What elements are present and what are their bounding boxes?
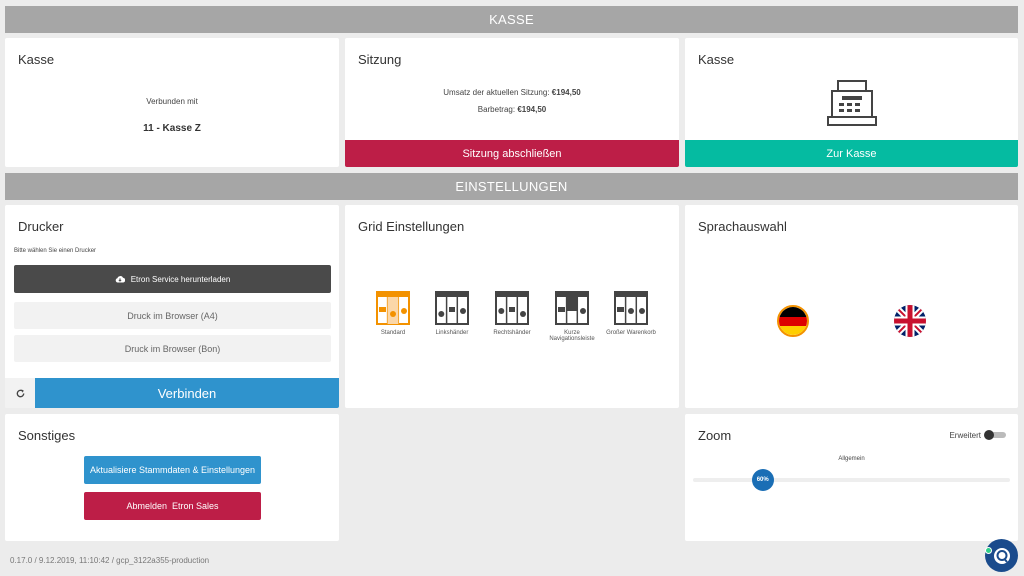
grid-option-right-handed[interactable]: Rechtshänder <box>484 291 540 336</box>
print-browser-a4-button[interactable]: Druck im Browser (A4) <box>14 302 331 329</box>
printer-card: Drucker Bitte wählen Sie einen Drucker E… <box>5 205 339 408</box>
cash-label: Barbetrag: <box>477 105 516 114</box>
uk-flag-icon[interactable] <box>894 305 926 337</box>
grid-right-handed-icon <box>495 291 529 325</box>
connect-button[interactable]: Verbinden <box>35 378 339 408</box>
session-revenue: Umsatz der aktuellen Sitzung: €194,50 <box>345 88 679 97</box>
grid-option-large-cart[interactable]: Großer Warenkorb <box>603 291 659 336</box>
cash-value: €194,50 <box>517 105 547 114</box>
grid-option-label: Kurze Navigationsleiste <box>549 330 595 342</box>
zoom-card: Zoom Erweitert Allgemein 60% <box>685 414 1018 541</box>
card-title: Sprachauswahl <box>698 219 787 234</box>
revenue-label: Umsatz der aktuellen Sitzung: <box>443 88 550 97</box>
grid-option-label: Rechtshänder <box>493 330 531 336</box>
grid-option-left-handed[interactable]: Linkshänder <box>424 291 480 336</box>
toggle-knob <box>984 430 994 440</box>
download-service-button[interactable]: Etron Service herunterladen <box>14 265 331 293</box>
session-cash: Barbetrag: €194,50 <box>345 105 679 114</box>
grid-option-short-nav[interactable]: Kurze Navigationsleiste <box>544 291 600 342</box>
grid-option-label: Großer Warenkorb <box>606 330 656 336</box>
logout-button[interactable]: Abmelden Etron Sales <box>84 492 261 520</box>
section-header-kasse: KASSE <box>5 6 1018 33</box>
section-header-settings: EINSTELLUNGEN <box>5 173 1018 200</box>
card-title: Kasse <box>18 52 55 67</box>
section-title-settings: EINSTELLUNGEN <box>455 179 568 194</box>
card-title: Kasse <box>698 52 735 67</box>
register-name: 11 - Kasse Z <box>143 123 201 134</box>
grid-option-label: Standard <box>380 330 406 336</box>
refresh-button[interactable] <box>5 378 35 408</box>
card-title: Sonstiges <box>18 428 76 443</box>
advanced-toggle-label: Erweitert <box>949 431 981 440</box>
connected-label: Verbunden mit <box>146 97 198 106</box>
german-flag-icon[interactable] <box>777 305 809 337</box>
grid-large-cart-icon <box>614 291 648 325</box>
language-card: Sprachauswahl <box>685 205 1018 408</box>
advanced-toggle[interactable] <box>984 430 1006 440</box>
download-service-label: Etron Service herunterladen <box>130 274 231 284</box>
zoom-slider-label: Allgemein <box>838 456 865 462</box>
version-info: 0.17.0 / 9.12.2019, 11:10:42 / gcp_3122a… <box>10 556 210 565</box>
print-browser-bon-button[interactable]: Druck im Browser (Bon) <box>14 335 331 362</box>
card-title: Drucker <box>18 219 64 234</box>
zoom-slider-track[interactable]: 60% <box>693 469 1010 491</box>
section-title-kasse: KASSE <box>489 12 534 27</box>
printer-hint: Bitte wählen Sie einen Drucker <box>14 248 97 254</box>
update-master-data-button[interactable]: Aktualisiere Stammdaten & Einstellungen <box>84 456 261 484</box>
revenue-value: €194,50 <box>551 88 581 97</box>
support-chat-button[interactable] <box>985 539 1018 572</box>
cash-register-icon <box>827 80 877 126</box>
card-title: Grid Einstellungen <box>358 219 465 234</box>
grid-settings-card: Grid Einstellungen Standard Linkshänder <box>345 205 679 408</box>
grid-short-nav-icon <box>555 291 589 325</box>
go-to-register-button[interactable]: Zur Kasse <box>685 140 1018 167</box>
grid-option-label: Linkshänder <box>435 330 469 336</box>
zoom-slider-handle[interactable]: 60% <box>751 469 774 491</box>
close-session-button[interactable]: Sitzung abschließen <box>345 140 679 167</box>
register-card: Kasse Zur Kasse <box>685 38 1018 167</box>
grid-option-standard[interactable]: Standard <box>365 291 421 336</box>
card-title: Zoom <box>698 428 732 443</box>
cloud-download-icon <box>115 276 125 283</box>
card-title: Sitzung <box>358 52 402 67</box>
session-card: Sitzung Umsatz der aktuellen Sitzung: €1… <box>345 38 679 167</box>
refresh-icon <box>16 388 24 397</box>
grid-left-handed-icon <box>435 291 469 325</box>
chat-icon <box>993 547 1010 564</box>
grid-standard-icon <box>376 291 410 325</box>
misc-card: Sonstiges Aktualisiere Stammdaten & Eins… <box>5 414 339 541</box>
online-status-dot <box>985 547 992 554</box>
register-connection-card: Kasse Verbunden mit 11 - Kasse Z <box>5 38 339 167</box>
